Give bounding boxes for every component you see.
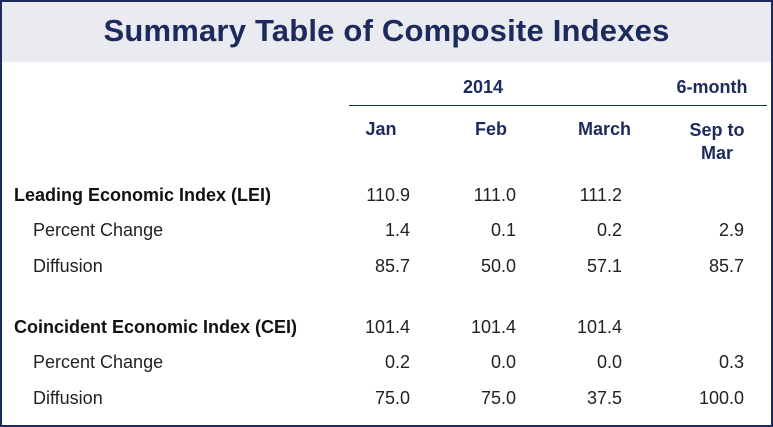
table-cell: 110.9 — [366, 185, 410, 205]
row-label: Percent Change — [33, 352, 164, 372]
column-header-sep-to-mar: Sep to Mar — [689, 120, 745, 163]
table-cell: 37.5 — [586, 388, 622, 408]
table-cell: 0.2 — [384, 352, 410, 372]
table-cell: 101.4 — [364, 317, 410, 337]
table-cell: 100.0 — [698, 388, 744, 408]
table-cell: 0.0 — [490, 352, 516, 372]
table-cell: 75.0 — [374, 388, 410, 408]
column-header-feb: Feb — [474, 119, 507, 139]
table-cell: 57.1 — [586, 256, 622, 276]
table-cell: 0.3 — [718, 352, 744, 372]
table-cell: 85.7 — [708, 256, 744, 276]
column-header-march: March — [577, 119, 631, 139]
table-cell: 111.0 — [473, 185, 516, 205]
table-cell: 1.4 — [384, 220, 410, 240]
table-cell: 111.2 — [579, 185, 622, 205]
row-label: Percent Change — [33, 220, 164, 240]
column-header-jan: Jan — [365, 119, 397, 139]
cei-section-label: Coincident Economic Index (CEI) — [14, 317, 298, 337]
row-label: Diffusion — [33, 256, 103, 276]
table-cell: 2.9 — [718, 220, 744, 240]
title-bar: Summary Table of Composite Indexes — [2, 2, 771, 62]
table-cell: 101.4 — [576, 317, 622, 337]
row-label: Diffusion — [33, 388, 103, 408]
table-cell: 85.7 — [374, 256, 410, 276]
table-cell: 101.4 — [470, 317, 516, 337]
table-cell: 0.0 — [596, 352, 622, 372]
period-header: 6-month — [676, 77, 748, 97]
table-cell: 75.0 — [480, 388, 516, 408]
year-header: 2014 — [462, 77, 504, 97]
lei-section-label: Leading Economic Index (LEI) — [14, 185, 272, 205]
table-cell: 50.0 — [480, 256, 516, 276]
header-divider — [349, 105, 767, 106]
page-title: Summary Table of Composite Indexes — [103, 13, 670, 48]
table-cell: 0.1 — [490, 220, 516, 240]
table-cell: 0.2 — [596, 220, 622, 240]
